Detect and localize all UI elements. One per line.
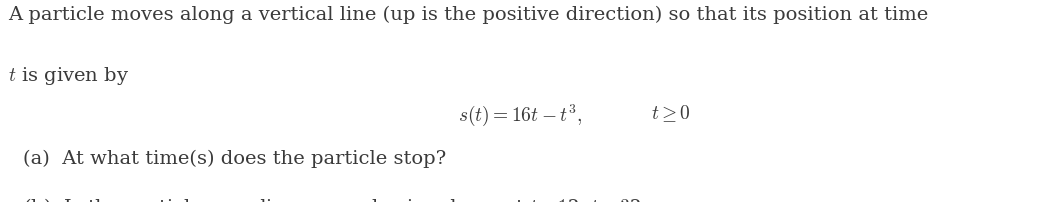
Text: (a)  At what time(s) does the particle stop?: (a) At what time(s) does the particle st… xyxy=(23,149,446,168)
Text: (b)  Is the particle speeding up or slowing down at $t = 1$?  $t = 3$?: (b) Is the particle speeding up or slowi… xyxy=(23,196,641,202)
Text: $t$ is given by: $t$ is given by xyxy=(8,65,129,87)
Text: $s(t) = 16t - t^3,$: $s(t) = 16t - t^3,$ xyxy=(458,103,584,128)
Text: $t \geq 0$: $t \geq 0$ xyxy=(651,103,691,124)
Text: A particle moves along a vertical line (up is the positive direction) so that it: A particle moves along a vertical line (… xyxy=(8,6,928,24)
